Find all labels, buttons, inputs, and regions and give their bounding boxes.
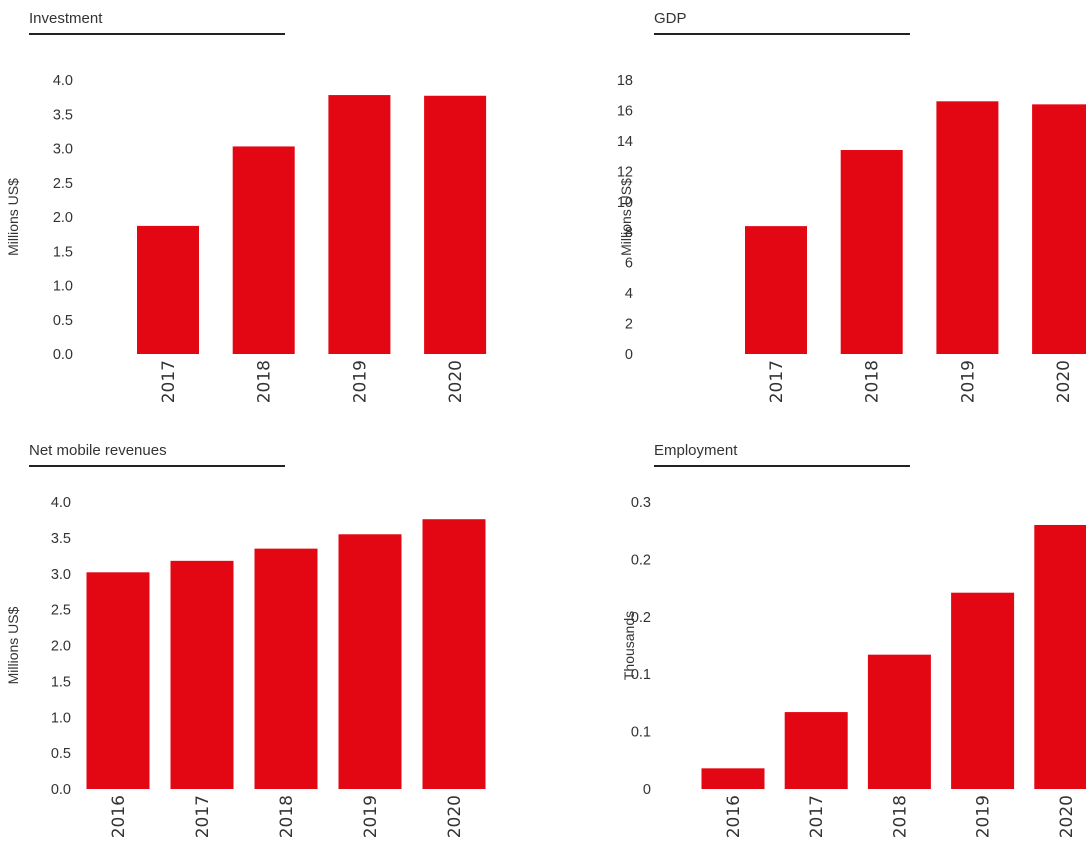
- bar-2017: [784, 712, 848, 789]
- y-tick-label: 14: [617, 134, 633, 150]
- gdp-chart: 0 2 4 6 8 10 12 14 16 18 Millions US$ 2017 2018 2019 2…: [617, 73, 1086, 403]
- y-axis-label: Thousands: [621, 611, 637, 680]
- bar-2019: [338, 534, 402, 789]
- y-tick-label: 0.1: [631, 667, 651, 683]
- bar-2020: [422, 519, 486, 789]
- bar-2017: [745, 226, 807, 354]
- bar-2019: [951, 592, 1015, 789]
- investment-chart: 0.0 0.5 1.0 1.5 2.0 2.5 3.0 3.5 4.0 Millions US$ 2…: [5, 73, 487, 403]
- bar-2017: [170, 560, 234, 789]
- y-tick-label: 6: [625, 256, 633, 272]
- bar-2018: [254, 548, 318, 789]
- y-tick-label: 0.2: [631, 610, 651, 626]
- x-tick-label: 2017: [807, 795, 827, 838]
- bar-2018: [867, 654, 931, 789]
- y-tick-label: 2.0: [53, 210, 73, 226]
- y-tick-label: 0.2: [631, 552, 651, 568]
- bar-2020: [424, 95, 487, 354]
- y-tick-label: 18: [617, 73, 633, 89]
- x-tick-label: 2016: [109, 795, 129, 838]
- y-tick-label: 0.0: [53, 347, 73, 363]
- y-tick-label: 8: [625, 225, 633, 241]
- chart-title: Employment: [654, 442, 738, 459]
- y-tick-label: 16: [617, 103, 633, 119]
- x-tick-label: 2020: [445, 795, 465, 838]
- x-tick-label: 2018: [277, 795, 297, 838]
- y-tick-label: 2.5: [51, 603, 71, 619]
- bar-2016: [86, 572, 150, 789]
- x-tick-label: 2020: [446, 360, 466, 403]
- y-tick-label: 1.5: [53, 244, 73, 260]
- x-tick-label: 2017: [193, 795, 213, 838]
- bar-2017: [137, 225, 199, 354]
- y-tick-label: 4: [625, 286, 633, 302]
- x-tick-label: 2019: [350, 360, 370, 403]
- y-tick-label: 2: [625, 317, 633, 333]
- y-tick-label: 0.5: [53, 313, 73, 329]
- chart-title: Investment: [29, 10, 103, 27]
- bar-2019: [936, 101, 999, 354]
- net-mobile-revenues-chart-panel: Net mobile revenues 0.0 0.5 1.0 1.5 2.0 2.5 3.…: [0, 422, 540, 844]
- title-underline: [29, 465, 285, 467]
- x-tick-label: 2017: [159, 360, 179, 403]
- y-tick-label: 1.5: [51, 674, 71, 690]
- x-tick-label: 2019: [361, 795, 381, 838]
- chart-title: GDP: [654, 10, 687, 27]
- y-tick-label: 3.0: [53, 142, 73, 158]
- y-tick-label: 10: [617, 195, 633, 211]
- y-tick-label: 4.0: [53, 73, 73, 89]
- y-tick-label: 0.3: [631, 495, 651, 511]
- gdp-chart-panel: GDP 0 2 4 6 8 10 12 14 16 18 Millions US$ 2017 2018 2…: [543, 0, 1086, 420]
- x-tick-label: 2020: [1054, 360, 1074, 403]
- employment-chart-panel: Employment 0 0.1 0.1 0.2 0.2 0.3 Thousands 2016…: [543, 422, 1086, 844]
- x-tick-label: 2018: [863, 360, 883, 403]
- x-tick-label: 2017: [767, 360, 787, 403]
- investment-chart-panel: Investment 0.0 0.5 1.0 1.5 2.0 2.5 3.0 3.5 4.0 Mi…: [0, 0, 540, 420]
- x-tick-label: 2020: [1057, 795, 1077, 838]
- y-tick-label: 2.0: [51, 639, 71, 655]
- y-tick-label: 2.5: [53, 176, 73, 192]
- bar-2018: [232, 146, 295, 354]
- title-underline: [29, 33, 285, 35]
- y-tick-label: 4.0: [51, 495, 71, 511]
- y-tick-label: 0: [643, 782, 651, 798]
- bar-2018: [840, 150, 903, 354]
- bar-2016: [701, 768, 765, 789]
- y-axis-label: Millions US$: [618, 178, 634, 256]
- title-underline: [654, 465, 910, 467]
- y-tick-label: 12: [617, 164, 633, 180]
- y-axis-label: Millions US$: [5, 606, 21, 684]
- bar-2020: [1032, 104, 1086, 354]
- y-axis-label: Millions US$: [5, 178, 21, 256]
- bar-2019: [328, 95, 391, 354]
- y-tick-label: 0.0: [51, 782, 71, 798]
- y-tick-label: 3.5: [51, 531, 71, 547]
- employment-chart: 0 0.1 0.1 0.2 0.2 0.3 Thousands 2016 2017 2018 201…: [621, 495, 1086, 838]
- y-tick-label: 0.1: [631, 725, 651, 741]
- chart-title: Net mobile revenues: [29, 442, 167, 459]
- title-underline: [654, 33, 910, 35]
- x-tick-label: 2018: [890, 795, 910, 838]
- x-tick-label: 2019: [974, 795, 994, 838]
- y-tick-label: 3.0: [51, 567, 71, 583]
- y-tick-label: 0: [625, 347, 633, 363]
- y-tick-label: 0.5: [51, 746, 71, 762]
- x-tick-label: 2018: [255, 360, 275, 403]
- y-tick-label: 1.0: [53, 279, 73, 295]
- x-tick-label: 2019: [958, 360, 978, 403]
- x-tick-label: 2016: [724, 795, 744, 838]
- y-tick-label: 3.5: [53, 107, 73, 123]
- bar-2020: [1034, 524, 1086, 789]
- y-tick-label: 1.0: [51, 710, 71, 726]
- net-mobile-revenues-chart: 0.0 0.5 1.0 1.5 2.0 2.5 3.0 3.5 4.0 Millions US$ 2…: [5, 495, 486, 838]
